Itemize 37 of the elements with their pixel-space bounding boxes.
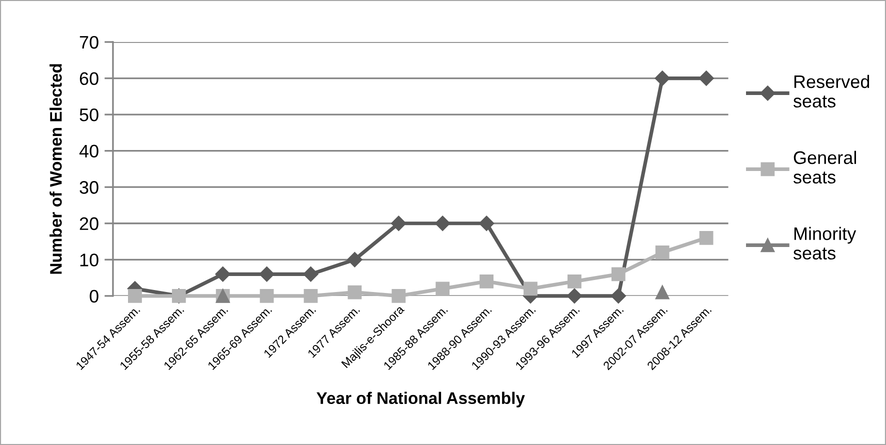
point <box>655 245 670 260</box>
point <box>524 282 538 296</box>
point <box>347 252 362 268</box>
y-tick-label: 70 <box>80 36 98 49</box>
y-tick-label: 10 <box>80 254 98 266</box>
point <box>215 266 230 282</box>
legend-label: General seats <box>793 150 856 184</box>
point <box>436 282 450 296</box>
point <box>303 266 318 282</box>
legend-label: Minority seats <box>793 226 856 260</box>
point <box>260 288 274 303</box>
point <box>304 288 318 303</box>
point <box>392 288 406 303</box>
point <box>655 285 670 300</box>
point <box>128 288 142 303</box>
x-axis-title: Year of National Assembly <box>316 392 525 408</box>
point <box>654 70 670 86</box>
point <box>698 70 714 86</box>
point <box>348 285 362 300</box>
y-tick-label: 50 <box>80 108 98 122</box>
point <box>435 216 450 231</box>
y-tick-label: 60 <box>80 72 98 85</box>
point <box>610 288 626 304</box>
point <box>568 274 582 288</box>
point <box>699 230 714 245</box>
point <box>611 267 626 282</box>
y-tick-label: 20 <box>80 217 98 230</box>
point <box>259 266 274 282</box>
point <box>391 216 406 231</box>
y-tick-label: 30 <box>80 181 98 194</box>
y-axis-title: Number of Women Elected <box>50 64 62 274</box>
y-tick-label: 0 <box>90 290 98 303</box>
point <box>478 216 494 231</box>
legend-label: Reserved seats <box>793 74 870 108</box>
point <box>480 274 494 288</box>
y-tick-label: 40 <box>79 144 98 158</box>
point <box>566 288 582 304</box>
